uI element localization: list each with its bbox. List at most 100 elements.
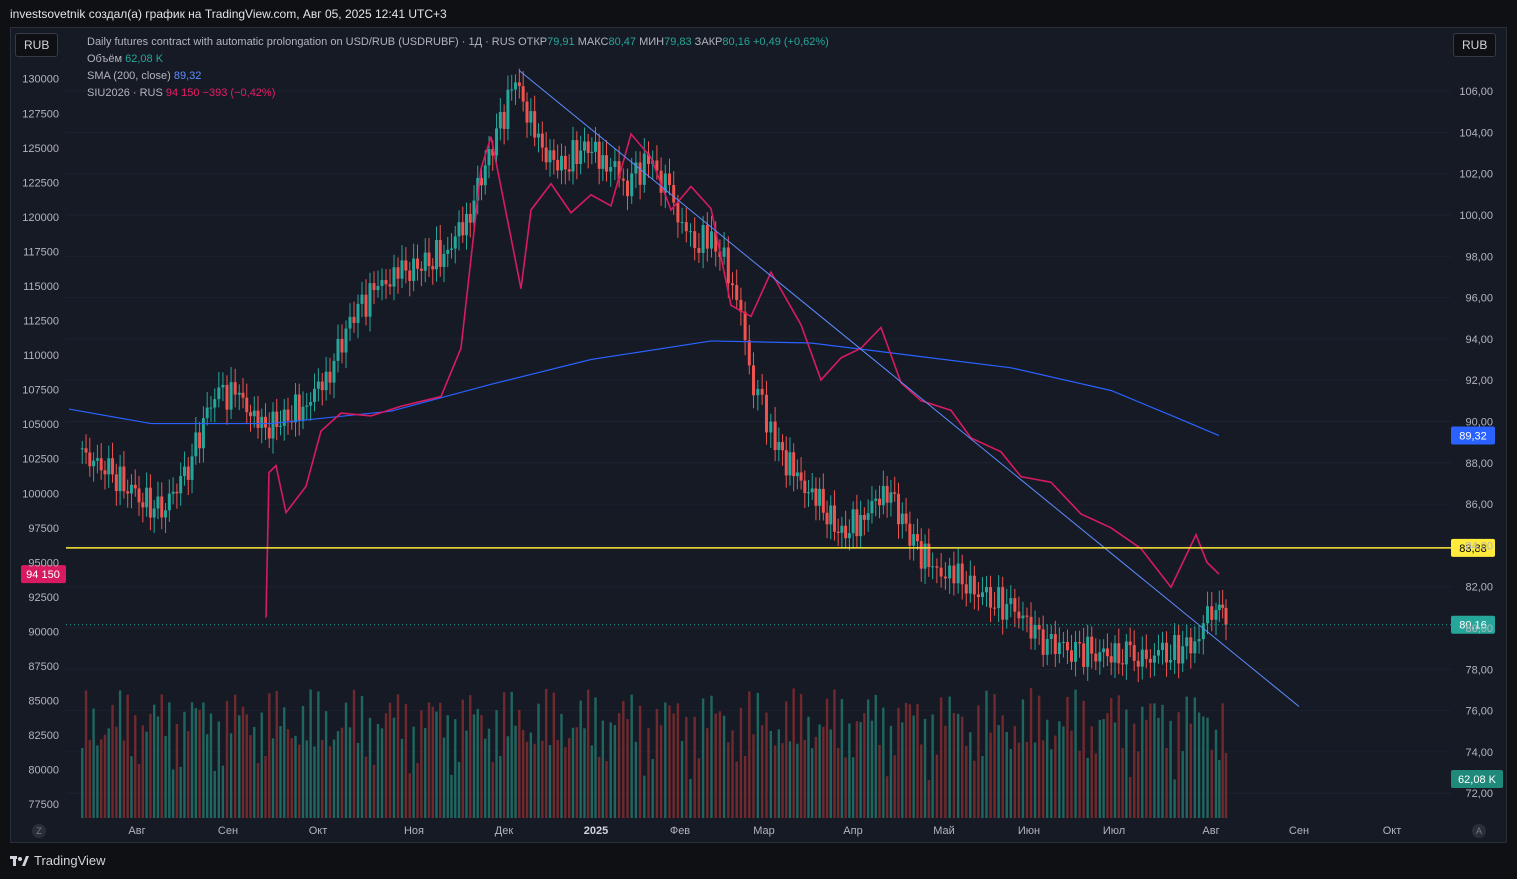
volume-bar: [997, 725, 1000, 818]
candle-body: [956, 563, 960, 584]
volume-bar: [364, 756, 368, 818]
volume-bar: [271, 738, 275, 818]
candle-body: [855, 509, 859, 537]
legend-volume-value: 62,08 K: [125, 53, 164, 65]
candle-body: [186, 466, 190, 480]
candle-body: [997, 587, 1001, 609]
candle-body: [1057, 642, 1061, 655]
candle-body: [989, 587, 993, 608]
left-axis-tick: 82500: [28, 730, 59, 742]
price-chart[interactable]: 83,88 80,16 89,32 62,08 K 94 150 106,00 104,00…: [11, 28, 1506, 842]
right-axis-tick: 98,00: [1465, 251, 1493, 263]
candle-body: [1078, 641, 1082, 644]
volume-bar: [927, 780, 931, 818]
candle-body: [1177, 635, 1181, 664]
candle-body: [537, 133, 540, 138]
volume-bar: [495, 710, 498, 818]
candle-body: [229, 382, 233, 410]
volume-bar: [617, 713, 621, 818]
candle-body: [352, 316, 356, 323]
right-currency-button[interactable]: RUB: [1453, 33, 1497, 57]
volume-bar: [680, 740, 684, 818]
candle-body: [836, 531, 840, 533]
candle-body: [862, 515, 866, 520]
candle-body: [630, 173, 634, 197]
candle-body: [340, 338, 344, 353]
volume-bar: [537, 703, 540, 818]
candle-body: [282, 409, 286, 426]
candle-body: [575, 140, 579, 164]
volume-bar: [1062, 726, 1065, 818]
candle-body: [851, 509, 855, 534]
candle-body: [693, 231, 697, 249]
volume-bar: [313, 746, 316, 818]
candle-body: [900, 513, 904, 525]
candle-body: [735, 285, 739, 300]
left-axis-tick: 125000: [22, 143, 59, 155]
volume-bar: [521, 729, 525, 818]
candle-body: [118, 466, 122, 492]
volume-bar: [260, 712, 263, 818]
candle-body: [731, 283, 734, 286]
volume-bar: [156, 716, 160, 818]
volume-bar: [836, 747, 840, 818]
volume-bar: [396, 694, 400, 818]
volume-bar: [689, 778, 692, 818]
candle-body: [190, 456, 194, 480]
volume-bar: [1125, 709, 1128, 818]
candle-body: [442, 253, 446, 267]
candle-body: [480, 177, 483, 186]
candle-body: [1017, 611, 1021, 619]
volume-bar: [544, 688, 548, 818]
volume-bar: [275, 690, 278, 818]
candle-body: [88, 452, 92, 467]
candle-body: [714, 231, 718, 252]
volume-bar: [609, 722, 612, 818]
left-axis-tick: 80000: [28, 765, 59, 777]
volume-bar: [1082, 700, 1085, 818]
candle-body: [179, 476, 183, 494]
candle-body: [423, 252, 427, 271]
candle-body: [544, 147, 548, 163]
left-axis-tick: 112500: [23, 316, 59, 328]
volume-bar: [586, 689, 590, 818]
compare-label-bg: [21, 565, 66, 584]
volume-bar: [556, 739, 559, 818]
candle-body: [1105, 648, 1109, 657]
candle-body: [400, 260, 404, 279]
candle-body: [952, 565, 956, 584]
candle-body: [468, 213, 472, 223]
candle-body: [594, 141, 597, 152]
candle-body: [769, 421, 773, 433]
candle-body: [583, 141, 586, 151]
candle-body: [1132, 645, 1136, 661]
candle-body: [1189, 637, 1193, 654]
volume-bar: [916, 704, 919, 818]
chart-frame[interactable]: 83,88 80,16 89,32 62,08 K 94 150 106,00 104,00…: [10, 27, 1507, 843]
candle-body: [1185, 637, 1189, 647]
auto-scale-a-icon[interactable]: A: [1472, 824, 1486, 838]
volume-bar: [785, 701, 788, 818]
volume-bar: [685, 716, 688, 818]
volume-bar: [221, 765, 225, 818]
volume-bar: [1197, 712, 1201, 818]
candle-body: [324, 371, 328, 391]
volume-bar: [981, 756, 984, 818]
candle-body: [878, 498, 882, 506]
candle-body: [446, 249, 450, 254]
volume-bar: [1149, 703, 1152, 818]
candle-body: [659, 170, 663, 193]
candle-body: [829, 505, 833, 525]
volume-bar: [579, 700, 582, 818]
volume-bar: [213, 770, 216, 818]
candle-body: [821, 488, 825, 513]
volume-bar: [290, 738, 293, 818]
volume-bar: [122, 740, 126, 818]
left-currency-button[interactable]: RUB: [15, 33, 59, 57]
candle-body: [931, 566, 935, 568]
volume-bar: [103, 734, 107, 818]
candle-body: [457, 222, 461, 237]
volume-bar: [111, 704, 114, 818]
timezone-z-icon[interactable]: Z: [32, 824, 46, 838]
candle-body: [80, 448, 84, 450]
